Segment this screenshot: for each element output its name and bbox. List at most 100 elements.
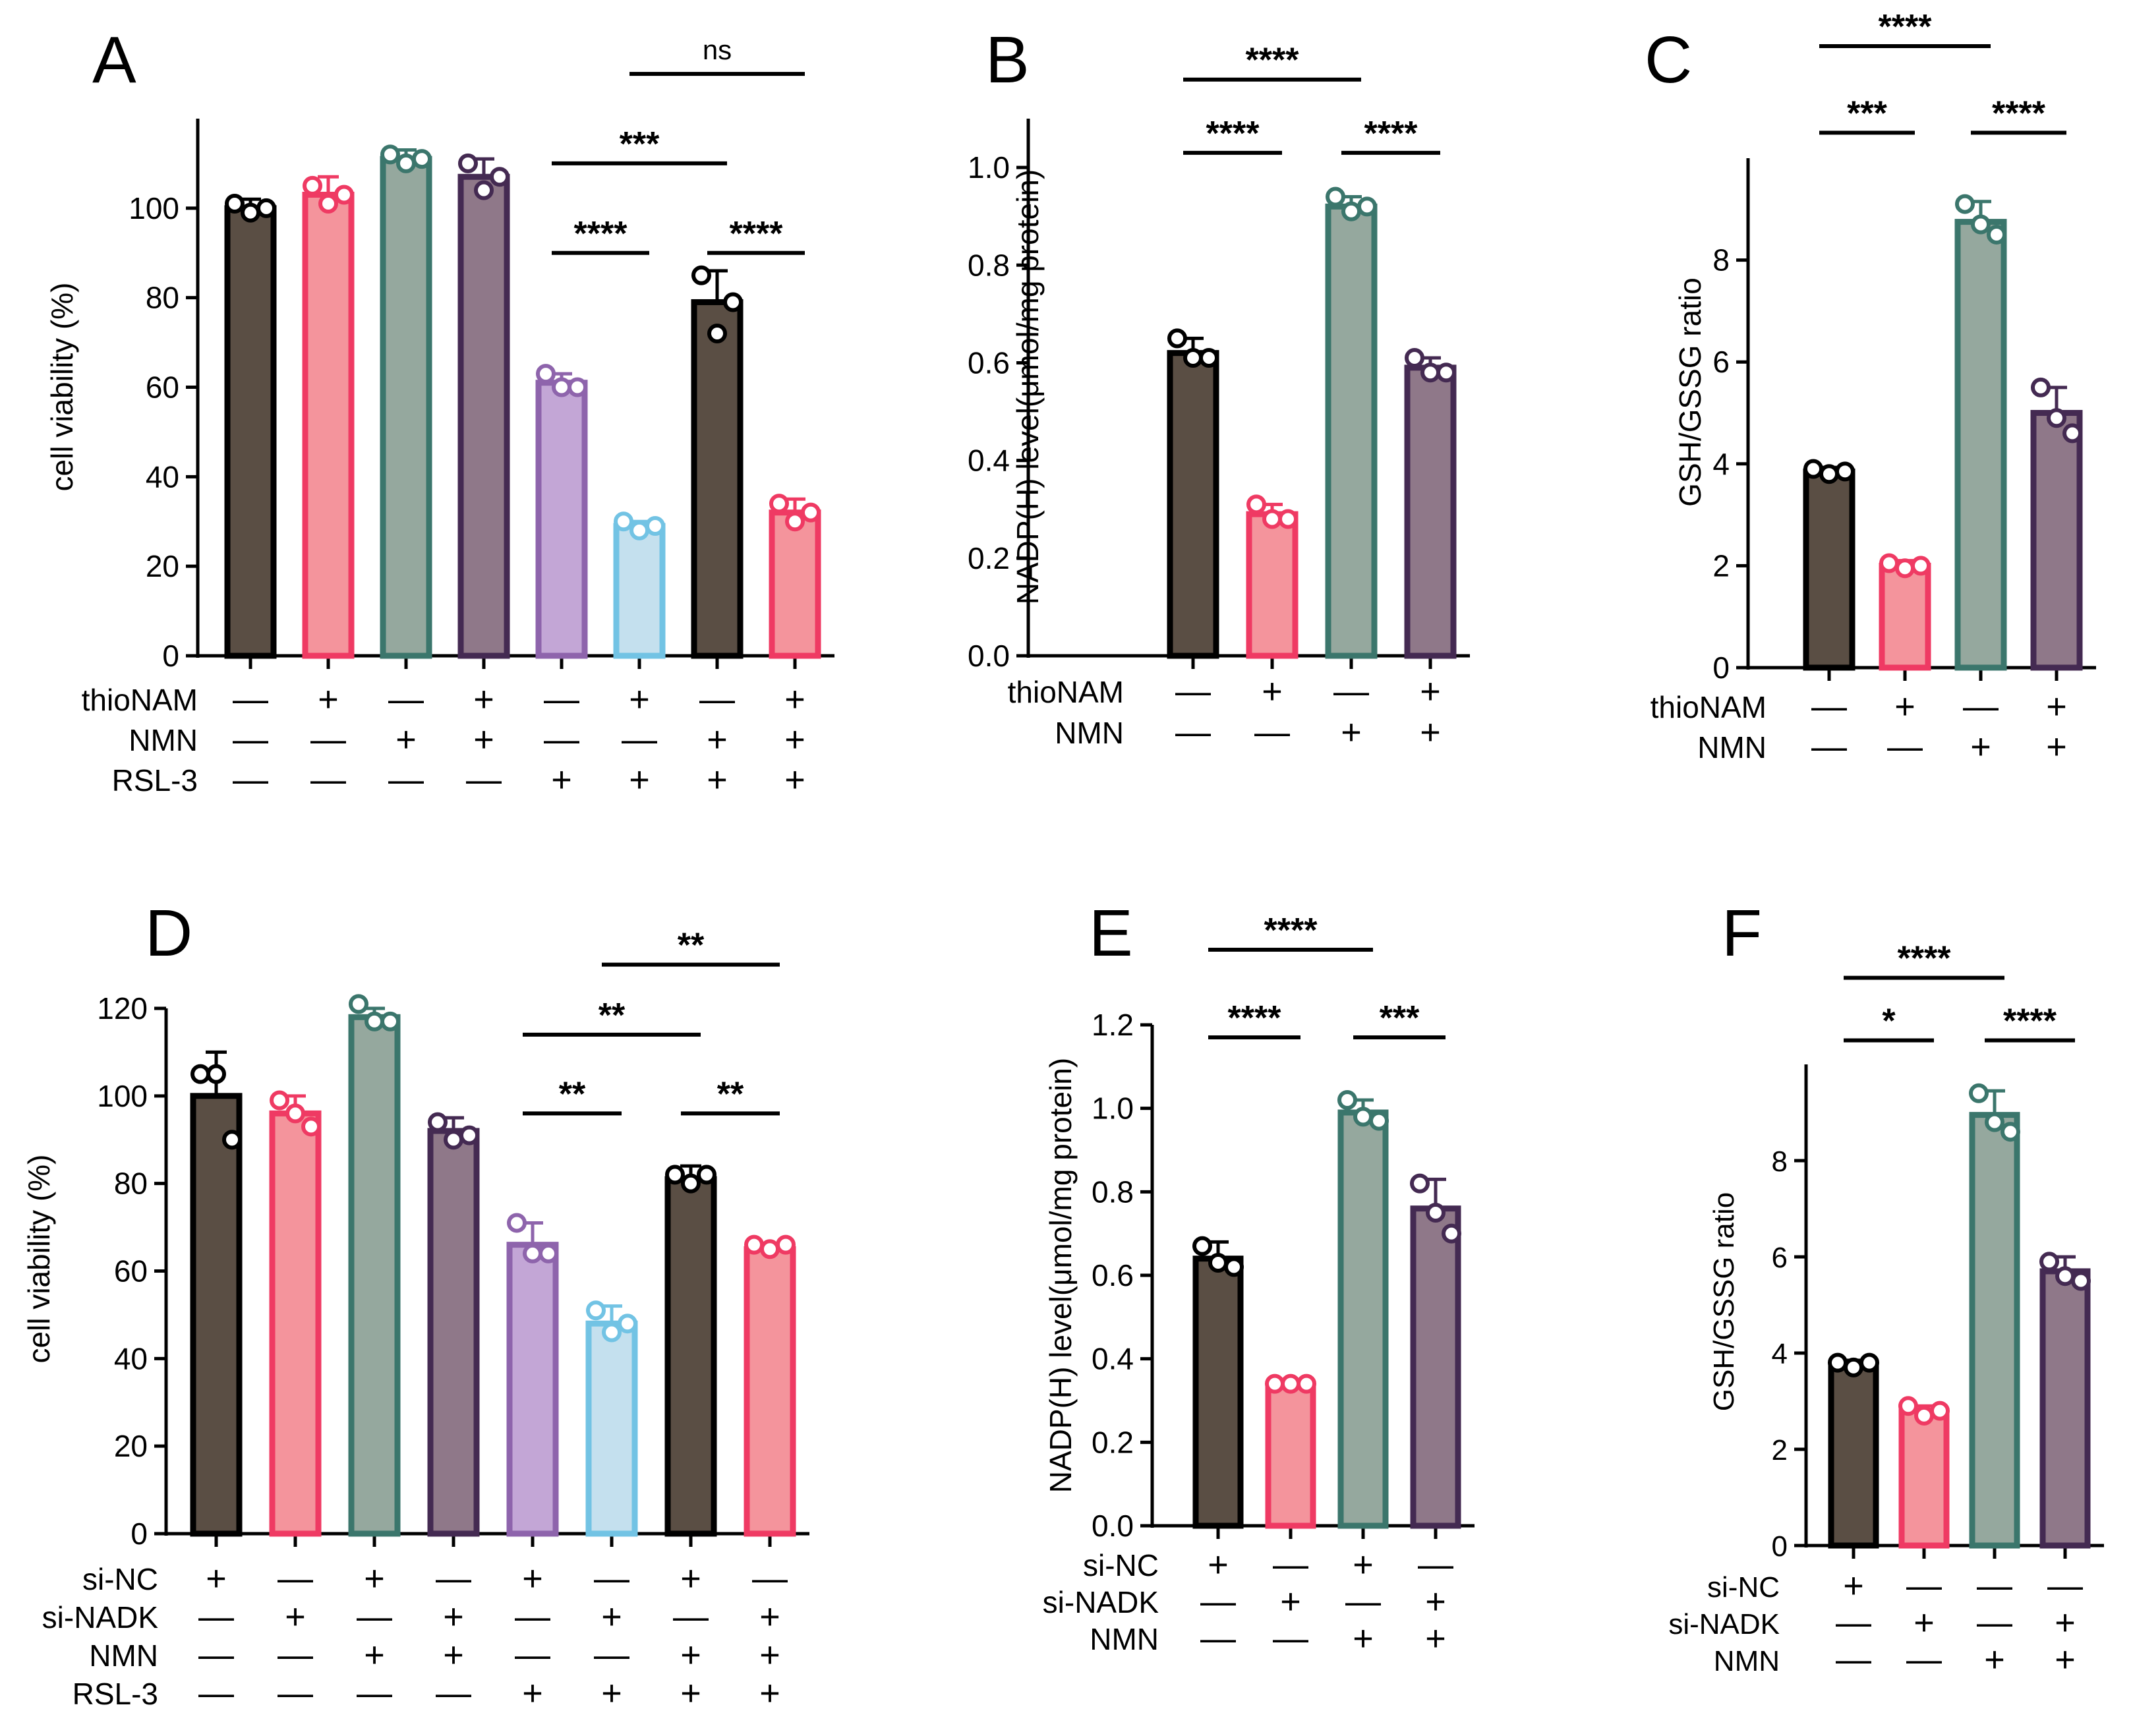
data-point: [629, 520, 649, 540]
treatment-label: NMN: [1055, 716, 1124, 750]
treatment-symbol: —: [198, 1597, 234, 1636]
y-tick-label: 20: [146, 549, 179, 583]
y-tick-label: 80: [146, 281, 179, 315]
data-point: [776, 1234, 796, 1255]
data-point: [1357, 196, 1377, 217]
treatment-symbol: —: [1273, 1545, 1308, 1584]
data-point: [536, 364, 556, 384]
data-point: [1337, 1090, 1357, 1110]
data-point: [349, 994, 368, 1014]
treatment-symbol: +: [1843, 1566, 1864, 1606]
panel-letter: F: [1722, 896, 1762, 970]
treatment-symbol: +: [601, 1673, 622, 1713]
data-point: [618, 1314, 637, 1334]
bar: [224, 205, 277, 659]
treatment-symbol: —: [357, 1597, 392, 1636]
data-point: [303, 175, 322, 196]
data-point: [1898, 1396, 1918, 1416]
treatment-symbol: —: [1273, 1619, 1308, 1658]
treatment-symbol: +: [759, 1635, 780, 1675]
y-tick-label: 0.2: [968, 541, 1010, 575]
treatment-symbol: —: [278, 1559, 313, 1598]
data-point: [586, 1300, 606, 1321]
treatment-symbol: +: [1280, 1582, 1301, 1621]
treatment-symbol: +: [364, 1559, 385, 1598]
data-point: [1183, 348, 1203, 368]
treatment-symbol: —: [752, 1559, 788, 1598]
panel-letter: C: [1645, 23, 1692, 97]
y-tick-label: 1.0: [968, 150, 1010, 185]
y-tick-label: 0.6: [968, 345, 1010, 380]
bar: [1969, 1112, 2020, 1549]
treatment-symbol: +: [522, 1559, 543, 1598]
data-point: [285, 1103, 305, 1124]
data-point: [1369, 1111, 1389, 1131]
bar: [380, 156, 432, 659]
y-tick-label: 0: [162, 639, 179, 673]
y-tick-label: 100: [97, 1079, 148, 1113]
bar: [1325, 203, 1378, 659]
treatment-symbol: +: [759, 1673, 780, 1713]
data-point: [707, 324, 727, 343]
treatment-label: thioNAM: [82, 683, 198, 717]
data-point: [1442, 1223, 1461, 1244]
panel-letter: B: [985, 23, 1030, 97]
treatment-symbol: —: [1811, 727, 1847, 767]
data-point: [1969, 1083, 1989, 1103]
treatment-symbol: +: [318, 680, 339, 719]
bar: [427, 1128, 480, 1537]
y-tick-label: 4: [1772, 1338, 1788, 1370]
data-point: [256, 198, 276, 218]
bar: [769, 509, 821, 659]
data-point: [396, 153, 416, 173]
data-point: [206, 1064, 226, 1084]
y-tick-label: 2: [1772, 1434, 1788, 1466]
treatment-label: si-NADK: [42, 1600, 159, 1635]
y-axis-label: cell viability (%): [45, 283, 79, 492]
treatment-symbol: +: [364, 1635, 385, 1675]
data-point: [539, 1243, 558, 1263]
treatment-symbol: —: [544, 680, 579, 719]
data-point: [801, 502, 821, 523]
treatment-symbol: +: [1353, 1619, 1374, 1658]
significance-label: ns: [703, 34, 732, 65]
treatment-label: si-NC: [82, 1562, 158, 1596]
data-point: [1828, 1352, 1848, 1373]
data-point: [1262, 509, 1282, 529]
y-tick-label: 1.0: [1092, 1091, 1134, 1126]
data-point: [1341, 201, 1361, 221]
significance-label: **: [678, 927, 705, 965]
data-point: [1971, 214, 1991, 235]
treatment-symbol: —: [357, 1673, 392, 1713]
bar: [1246, 511, 1299, 659]
data-point: [1281, 1374, 1300, 1394]
data-point: [1208, 1253, 1228, 1273]
treatment-symbol: —: [388, 760, 424, 799]
data-point: [1326, 187, 1345, 207]
panel-letter: A: [92, 23, 136, 97]
significance-label: **: [599, 997, 626, 1035]
data-point: [1895, 558, 1915, 579]
data-point: [1930, 1401, 1950, 1421]
y-tick-label: 0.4: [1092, 1342, 1134, 1376]
bar: [691, 299, 744, 659]
treatment-symbol: +: [1894, 687, 1915, 726]
treatment-symbol: +: [680, 1559, 701, 1598]
data-point: [1436, 362, 1456, 383]
significance-label: ****: [1992, 94, 2046, 132]
bar: [348, 1014, 401, 1537]
treatment-symbol: —: [515, 1635, 550, 1675]
y-tick-label: 6: [1712, 345, 1730, 379]
treatment-symbol: +: [1984, 1640, 2005, 1679]
treatment-symbol: —: [436, 1559, 471, 1598]
data-point: [2055, 1266, 2075, 1287]
treatment-symbol: +: [285, 1597, 306, 1636]
y-tick-label: 8: [1772, 1145, 1788, 1178]
treatment-symbol: +: [1420, 712, 1441, 752]
bar: [1954, 219, 2007, 671]
y-tick-label: 0.0: [968, 639, 1010, 673]
panel-b: BNADP(H) level(μmol/mg protein)0.00.20.4…: [968, 23, 1470, 752]
bar: [1828, 1362, 1879, 1549]
data-point: [1859, 1352, 1879, 1373]
treatment-symbol: +: [1208, 1545, 1229, 1584]
